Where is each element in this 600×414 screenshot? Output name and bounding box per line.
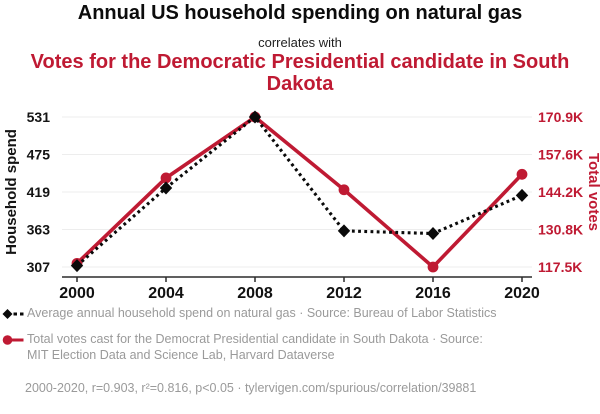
black-diamond-dashed-icon: [2, 309, 24, 319]
legend: Average annual household spend on natura…: [2, 305, 592, 373]
legend-item-household-spend: Average annual household spend on natura…: [2, 305, 592, 322]
chart-subtitle: correlates with: [258, 35, 342, 50]
legend-label-total-votes: Total votes cast for the Democrat Presid…: [27, 331, 483, 363]
right-axis-tick-label: 170.9K: [538, 109, 583, 125]
data-point-circle: [427, 261, 439, 273]
x-axis-tick-label: 2012: [326, 285, 362, 302]
data-point-circle: [160, 172, 172, 184]
chart-title-secondary: Votes for the Democratic Presidential ca…: [30, 51, 570, 95]
data-point-circle: [516, 168, 528, 180]
x-axis-tick-label: 2016: [415, 285, 451, 302]
right-axis-tick-label: 117.5K: [538, 259, 582, 275]
red-circle-solid-icon: [2, 334, 24, 345]
x-axis-tick-label: 2000: [59, 285, 95, 302]
chart-title: Annual US household spending on natural …: [77, 2, 523, 24]
data-point-diamond: [426, 227, 440, 241]
data-point-circle: [338, 184, 350, 196]
data-point-diamond: [337, 224, 351, 238]
left-axis-tick-label: 531: [27, 109, 51, 125]
data-point-diamond: [248, 110, 262, 124]
right-axis-tick-label: 130.8K: [538, 222, 583, 238]
data-point-diamond: [70, 259, 84, 273]
legend-item-total-votes: Total votes cast for the Democrat Presid…: [2, 331, 592, 364]
right-axis-tick-label: 144.2K: [538, 184, 583, 200]
left-axis-tick-label: 363: [27, 222, 51, 238]
stats-caption: 2000-2020, r=0.903, r²=0.816, p<0.05 · t…: [25, 381, 477, 395]
series-line-total-votes: [75, 114, 524, 270]
right-axis-tick-label: 157.6K: [538, 147, 583, 163]
data-point-diamond: [515, 188, 529, 202]
legend-label-household-spend: Average annual household spend on natura…: [27, 306, 497, 320]
x-axis-tick-label: 2008: [237, 285, 273, 302]
x-axis-tick-label: 2020: [504, 285, 540, 302]
left-axis-tick-label: 307: [27, 259, 51, 275]
left-axis-tick-label: 475: [27, 147, 51, 163]
left-axis-title: Household spend: [3, 129, 20, 255]
right-axis-title: Total votes: [585, 153, 600, 231]
left-axis-tick-label: 419: [27, 184, 51, 200]
data-point-diamond: [159, 181, 173, 195]
series-line-household-spend: [75, 114, 523, 267]
x-axis-tick-label: 2004: [148, 285, 184, 302]
